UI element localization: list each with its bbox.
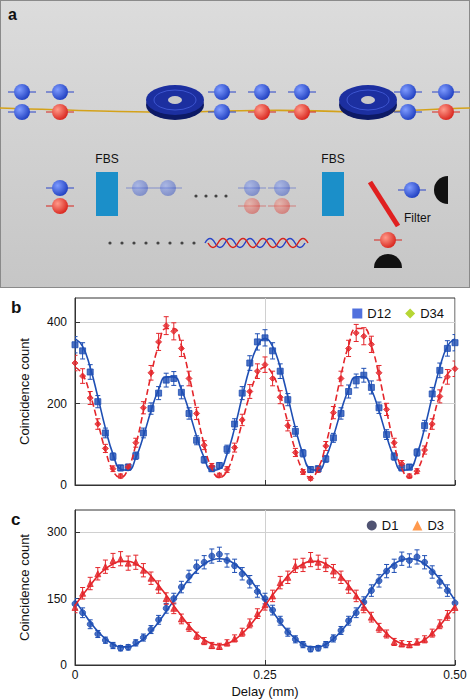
svg-text:b: b [11, 298, 21, 317]
svg-text:Delay (mm): Delay (mm) [231, 684, 298, 699]
svg-text:FBS: FBS [95, 152, 118, 166]
svg-text:D1: D1 [382, 518, 399, 533]
svg-text:0: 0 [60, 478, 67, 492]
svg-text:0: 0 [60, 658, 67, 672]
svg-text:FBS: FBS [321, 152, 344, 166]
svg-text:400: 400 [47, 315, 67, 329]
svg-text:0: 0 [72, 668, 79, 682]
svg-text:a: a [8, 6, 17, 23]
svg-text:Coincidence count: Coincidence count [17, 338, 32, 445]
svg-text:Filter: Filter [404, 211, 431, 225]
svg-text:D34: D34 [420, 306, 444, 321]
svg-text:D3: D3 [427, 518, 444, 533]
svg-text:300: 300 [47, 525, 67, 539]
svg-text:0.25: 0.25 [253, 668, 277, 682]
svg-text:Coincidence count: Coincidence count [17, 534, 32, 641]
svg-text:c: c [11, 510, 20, 529]
svg-text:150: 150 [47, 592, 67, 606]
svg-text:200: 200 [47, 397, 67, 411]
svg-text:D12: D12 [367, 306, 391, 321]
svg-text:0.50: 0.50 [443, 668, 467, 682]
